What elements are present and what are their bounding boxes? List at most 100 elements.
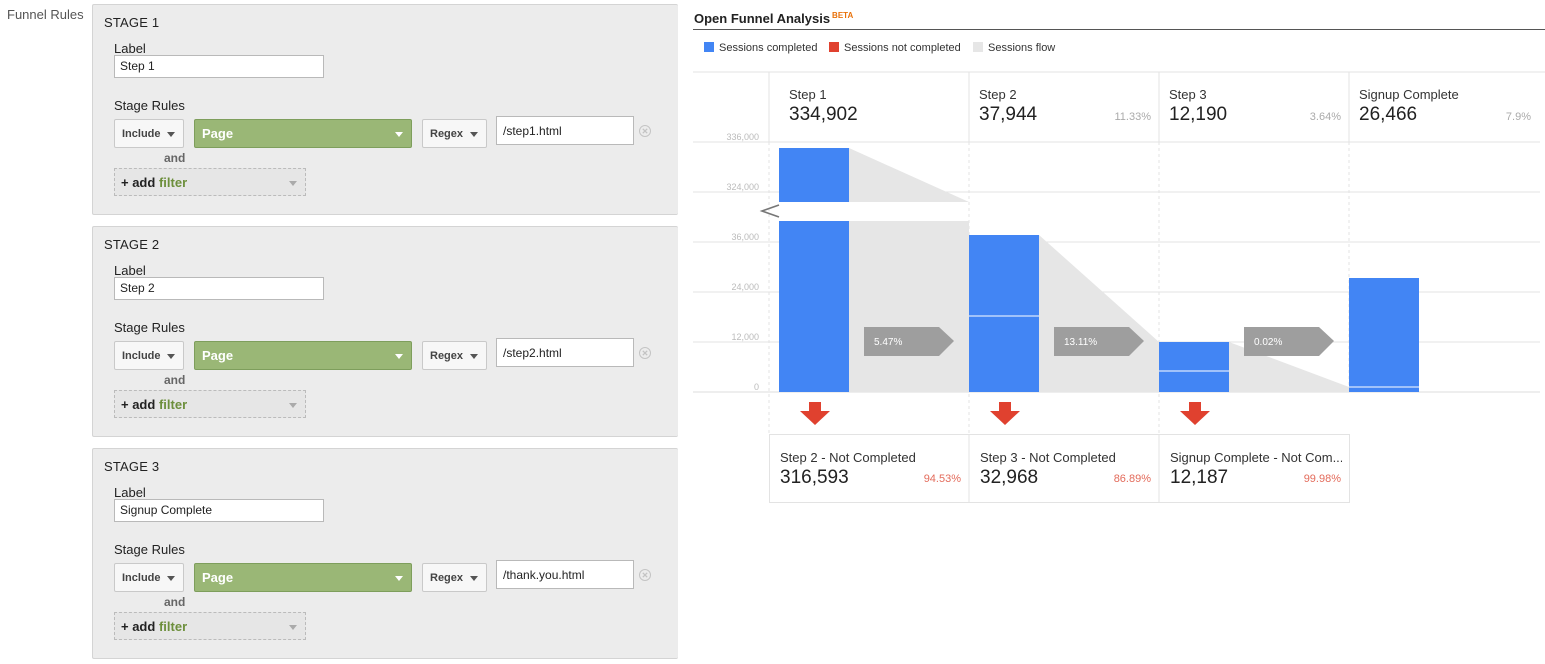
rule-value-input[interactable]: /step1.html — [496, 116, 634, 145]
bar-step-2[interactable] — [969, 235, 1039, 392]
match-type-label: Regex — [430, 350, 464, 362]
dimension-select[interactable]: Page — [194, 341, 412, 370]
legend-item-flow: Sessions flow — [973, 42, 1055, 54]
rule-value-input[interactable]: /thank.you.html — [496, 560, 634, 589]
match-type-select[interactable]: Regex — [422, 563, 487, 592]
analysis-title: Open Funnel Analysis BETA — [694, 11, 853, 26]
y-tick-label: 336,000 — [726, 132, 759, 142]
add-filter-button[interactable]: + add filter — [114, 390, 306, 418]
flow-shape — [1039, 235, 1159, 392]
bar-signup-complete[interactable] — [1349, 278, 1419, 392]
legend-swatch — [704, 42, 714, 52]
label-field-label: Label — [114, 485, 146, 500]
stage-card-3: STAGE 3 Label Signup Complete Stage Rule… — [92, 448, 678, 659]
step-percent: 7.9% — [1505, 111, 1531, 123]
add-filter-prefix: + add — [121, 175, 156, 190]
and-label: and — [164, 151, 186, 165]
match-type-select[interactable]: Regex — [422, 341, 487, 370]
step-header-4[interactable]: Signup Complete 26,466 — [1359, 87, 1459, 126]
add-filter-button[interactable]: + add filter — [114, 168, 306, 196]
stage-rules-label: Stage Rules — [114, 542, 185, 557]
remove-rule-icon[interactable] — [639, 125, 651, 137]
rule-value-input[interactable]: /step2.html — [496, 338, 634, 367]
add-filter-button[interactable]: + add filter — [114, 612, 306, 640]
stage-rules-label: Stage Rules — [114, 320, 185, 335]
add-filter-word: filter — [158, 619, 188, 634]
drop-off-arrow-icon — [1180, 402, 1210, 425]
drop-off-percent: 99.98% — [1303, 473, 1341, 485]
chevron-down-icon — [167, 132, 175, 137]
y-tick-label: 36,000 — [731, 232, 759, 242]
label-field-label: Label — [114, 263, 146, 278]
y-tick-label: 0 — [754, 382, 759, 392]
legend-swatch — [973, 42, 983, 52]
remove-rule-icon[interactable] — [639, 569, 651, 581]
chevron-down-icon — [470, 576, 478, 581]
step-value: 334,902 — [789, 104, 858, 125]
include-select[interactable]: Include — [114, 119, 184, 148]
bar-step-3[interactable] — [1159, 342, 1229, 392]
chevron-down-icon — [167, 354, 175, 359]
chevron-down-icon — [470, 132, 478, 137]
flow-percent-label: 5.47% — [874, 337, 902, 348]
drop-off-2[interactable]: Step 3 - Not Completed 32,968 — [980, 450, 1152, 489]
bar-step-1-top[interactable] — [779, 148, 849, 202]
step-name: Signup Complete — [1359, 87, 1459, 102]
legend-label: Sessions flow — [988, 42, 1056, 54]
flow-arrow — [1244, 327, 1334, 356]
include-select-label: Include — [122, 350, 161, 362]
drop-off-value: 12,187 — [1170, 467, 1229, 488]
step-name: Step 1 — [789, 87, 827, 102]
dimension-select[interactable]: Page — [194, 563, 412, 592]
step-percent: 11.33% — [1114, 111, 1152, 123]
chevron-down-icon — [289, 625, 297, 630]
step-value: 37,944 — [979, 104, 1038, 125]
drop-off-arrow-icon — [800, 402, 830, 425]
legend-item-not-completed: Sessions not completed — [829, 42, 961, 54]
step-header-3[interactable]: Step 3 12,190 — [1169, 87, 1227, 126]
drop-off-percent: 94.53% — [923, 473, 961, 485]
dimension-select[interactable]: Page — [194, 119, 412, 148]
stage-label-input[interactable]: Step 1 — [114, 55, 324, 78]
chevron-down-icon — [289, 403, 297, 408]
flow-percent-label: 13.11% — [1064, 337, 1097, 348]
legend-label: Sessions not completed — [844, 42, 961, 54]
stage-label-input[interactable]: Signup Complete — [114, 499, 324, 522]
legend-label: Sessions completed — [719, 42, 818, 54]
chevron-down-icon — [395, 354, 403, 359]
step-header-2[interactable]: Step 2 37,944 — [979, 87, 1037, 126]
bar-step-1[interactable] — [779, 221, 849, 392]
legend-item-completed: Sessions completed — [704, 42, 817, 54]
add-filter-prefix: + add — [121, 397, 156, 412]
include-select[interactable]: Include — [114, 563, 184, 592]
flow-percent-label: 0.02% — [1254, 337, 1282, 348]
drop-off-1[interactable]: Step 2 - Not Completed 316,593 — [780, 450, 962, 489]
drop-off-3[interactable]: Signup Complete - Not Com... 12,187 — [1170, 450, 1342, 489]
title-divider — [693, 29, 1545, 30]
dimension-select-label: Page — [202, 570, 234, 585]
analysis-title-text: Open Funnel Analysis — [694, 11, 831, 26]
drop-off-value: 32,968 — [980, 467, 1039, 488]
chevron-down-icon — [470, 354, 478, 359]
drop-off-arrow-icon — [990, 402, 1020, 425]
legend-swatch — [829, 42, 839, 52]
drop-off-percent: 86.89% — [1113, 473, 1151, 485]
step-header-1[interactable]: Step 1 334,902 — [789, 87, 858, 126]
drop-off-name: Step 3 - Not Completed — [980, 450, 1116, 465]
dimension-select-label: Page — [202, 126, 234, 141]
label-field-label: Label — [114, 41, 146, 56]
stage-rules-label: Stage Rules — [114, 98, 185, 113]
stage-label-input[interactable]: Step 2 — [114, 277, 324, 300]
and-label: and — [164, 373, 186, 387]
step-percent: 3.64% — [1309, 111, 1341, 123]
step-name: Step 3 — [1169, 87, 1207, 102]
remove-rule-icon[interactable] — [639, 347, 651, 359]
y-tick-label: 12,000 — [731, 332, 759, 342]
add-filter-prefix: + add — [121, 619, 156, 634]
drop-off-name: Signup Complete - Not Com... — [1170, 450, 1342, 465]
match-type-select[interactable]: Regex — [422, 119, 487, 148]
include-select[interactable]: Include — [114, 341, 184, 370]
drop-off-box — [769, 434, 1350, 503]
match-type-label: Regex — [430, 572, 464, 584]
